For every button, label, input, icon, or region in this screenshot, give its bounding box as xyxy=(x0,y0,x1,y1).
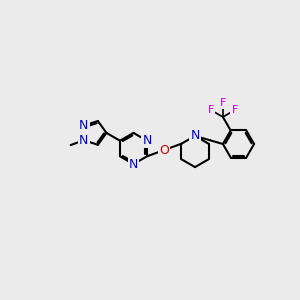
Text: F: F xyxy=(208,105,214,115)
Text: N: N xyxy=(129,158,138,171)
Text: O: O xyxy=(159,143,169,157)
Text: F: F xyxy=(220,98,226,108)
Text: N: N xyxy=(79,119,88,132)
Text: N: N xyxy=(142,134,152,147)
Text: N: N xyxy=(190,129,200,142)
Text: F: F xyxy=(232,105,238,115)
Text: N: N xyxy=(79,134,88,147)
